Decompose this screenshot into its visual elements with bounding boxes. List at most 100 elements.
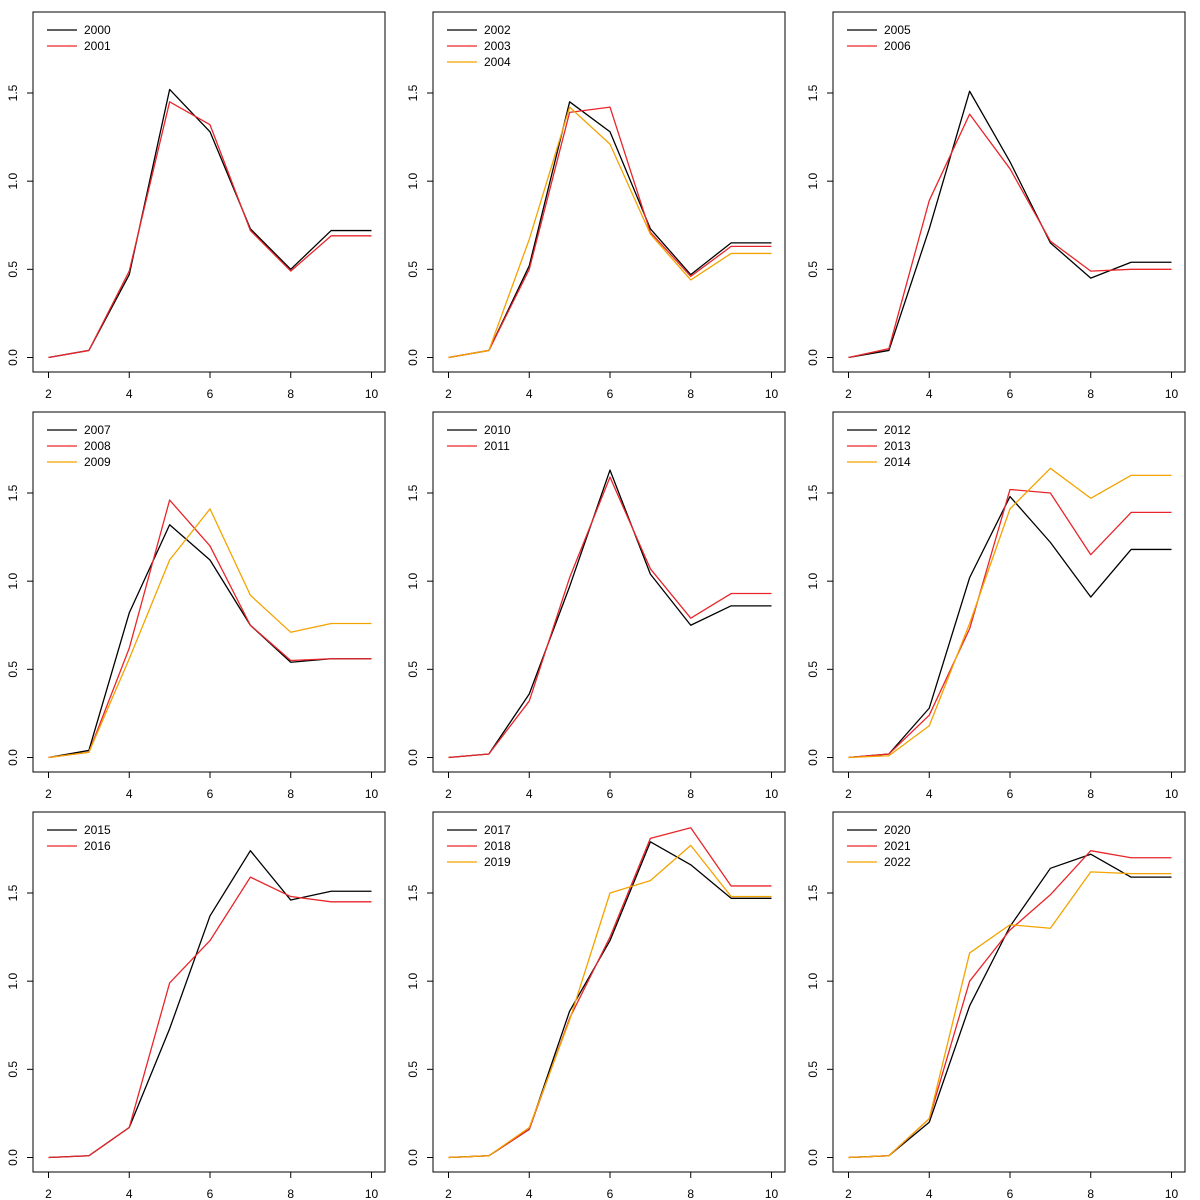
x-tick-label: 4	[126, 387, 133, 400]
legend-label: 2020	[884, 823, 911, 837]
y-tick-label: 1.0	[6, 173, 20, 190]
y-tick-label: 0.5	[406, 261, 420, 278]
series-line-2006	[848, 113, 1172, 359]
series-line-2022	[848, 871, 1172, 1159]
legend-label: 2007	[84, 423, 111, 437]
y-tick-label: 1.0	[806, 173, 820, 190]
y-tick-label: 1.5	[806, 884, 820, 901]
series-line-2019	[448, 844, 772, 1159]
plot-frame	[32, 811, 386, 1173]
x-tick-label: 10	[1165, 387, 1179, 400]
x-tick-label: 4	[126, 1187, 133, 1200]
x-tick-label: 6	[607, 787, 614, 800]
y-tick-label: 0.5	[6, 261, 20, 278]
legend-label: 2009	[84, 455, 111, 469]
chart-panel: 2 4 6 8 10 0.0 0.5 1.0 1.5 2010 2011	[400, 400, 800, 800]
x-tick-label: 8	[287, 787, 294, 800]
x-tick-label: 4	[926, 387, 933, 400]
y-tick-label: 0.0	[806, 349, 820, 366]
legend-label: 2001	[84, 39, 111, 53]
x-tick-label: 4	[926, 787, 933, 800]
x-tick-label: 4	[526, 1187, 533, 1200]
series-line-2013	[848, 488, 1172, 759]
series-line-2017	[448, 841, 772, 1159]
x-tick-label: 2	[445, 1187, 452, 1200]
x-tick-label: 8	[1087, 387, 1094, 400]
x-tick-label: 6	[207, 787, 214, 800]
plot-frame	[832, 11, 1186, 373]
x-tick-label: 2	[845, 1187, 852, 1200]
x-tick-label: 8	[1087, 1187, 1094, 1200]
y-tick-label: 1.0	[806, 573, 820, 590]
series-line-2004	[448, 106, 772, 359]
x-tick-label: 10	[365, 1187, 379, 1200]
x-tick-label: 2	[45, 1187, 52, 1200]
legend-label: 2004	[484, 55, 511, 69]
x-tick-label: 4	[526, 787, 533, 800]
chart-svg: 2 4 6 8 10 0.0 0.5 1.0 1.5 2005 2006	[806, 11, 1186, 400]
x-tick-label: 10	[1165, 1187, 1179, 1200]
x-tick-label: 6	[1007, 387, 1014, 400]
y-tick-label: 1.0	[6, 573, 20, 590]
y-tick-label: 1.0	[6, 973, 20, 990]
y-tick-label: 0.0	[6, 349, 20, 366]
chart-panel: 2 4 6 8 10 0.0 0.5 1.0 1.5 2017 2018 2019	[400, 800, 800, 1200]
y-tick-label: 0.0	[6, 1149, 20, 1166]
series-line-2008	[48, 499, 372, 759]
plot-frame	[432, 411, 786, 773]
legend-label: 2012	[884, 423, 911, 437]
legend-label: 2006	[884, 39, 911, 53]
x-tick-label: 2	[845, 387, 852, 400]
x-tick-label: 8	[287, 387, 294, 400]
x-tick-label: 4	[926, 1187, 933, 1200]
chart-svg: 2 4 6 8 10 0.0 0.5 1.0 1.5 2012 2013 2014	[806, 411, 1186, 800]
y-tick-label: 0.5	[406, 661, 420, 678]
series-line-2005	[848, 90, 1172, 359]
series-line-2010	[448, 469, 772, 759]
y-tick-label: 0.0	[806, 749, 820, 766]
y-tick-label: 0.5	[6, 661, 20, 678]
y-tick-label: 1.5	[406, 484, 420, 501]
chart-svg: 2 4 6 8 10 0.0 0.5 1.0 1.5 2002 2003 2004	[406, 11, 786, 400]
legend-label: 2013	[884, 439, 911, 453]
chart-svg: 2 4 6 8 10 0.0 0.5 1.0 1.5 2020 2021 2022	[806, 811, 1186, 1200]
y-tick-label: 0.0	[406, 1149, 420, 1166]
legend-label: 2018	[484, 839, 511, 853]
y-tick-label: 0.5	[6, 1061, 20, 1078]
x-tick-label: 8	[287, 1187, 294, 1200]
x-tick-label: 6	[1007, 1187, 1014, 1200]
chart-panel: 2 4 6 8 10 0.0 0.5 1.0 1.5 2020 2021 2022	[800, 800, 1200, 1200]
x-tick-label: 8	[687, 787, 694, 800]
y-tick-label: 1.5	[406, 884, 420, 901]
y-tick-label: 1.5	[806, 484, 820, 501]
legend-label: 2017	[484, 823, 511, 837]
legend-label: 2022	[884, 855, 911, 869]
chart-svg: 2 4 6 8 10 0.0 0.5 1.0 1.5 2010 2011	[406, 411, 786, 800]
y-tick-label: 1.5	[406, 84, 420, 101]
x-tick-label: 10	[765, 387, 779, 400]
series-line-2015	[48, 850, 372, 1159]
legend-label: 2005	[884, 23, 911, 37]
chart-svg: 2 4 6 8 10 0.0 0.5 1.0 1.5 2017 2018 2019	[406, 811, 786, 1200]
x-tick-label: 2	[45, 387, 52, 400]
y-tick-label: 0.5	[806, 661, 820, 678]
legend-label: 2010	[484, 423, 511, 437]
series-line-2021	[848, 850, 1172, 1159]
y-tick-label: 0.0	[806, 1149, 820, 1166]
legend-label: 2021	[884, 839, 911, 853]
chart-panel: 2 4 6 8 10 0.0 0.5 1.0 1.5 2015 2016	[0, 800, 400, 1200]
y-tick-label: 0.0	[406, 749, 420, 766]
series-line-2009	[48, 508, 372, 759]
x-tick-label: 6	[207, 387, 214, 400]
x-tick-label: 10	[365, 787, 379, 800]
chart-panel: 2 4 6 8 10 0.0 0.5 1.0 1.5 2000 2001	[0, 0, 400, 400]
y-tick-label: 0.0	[6, 749, 20, 766]
x-tick-label: 10	[1165, 787, 1179, 800]
legend-label: 2003	[484, 39, 511, 53]
series-line-2011	[448, 476, 772, 759]
legend-label: 2019	[484, 855, 511, 869]
plot-frame	[32, 11, 386, 373]
series-line-2002	[448, 101, 772, 359]
y-tick-label: 1.5	[806, 84, 820, 101]
